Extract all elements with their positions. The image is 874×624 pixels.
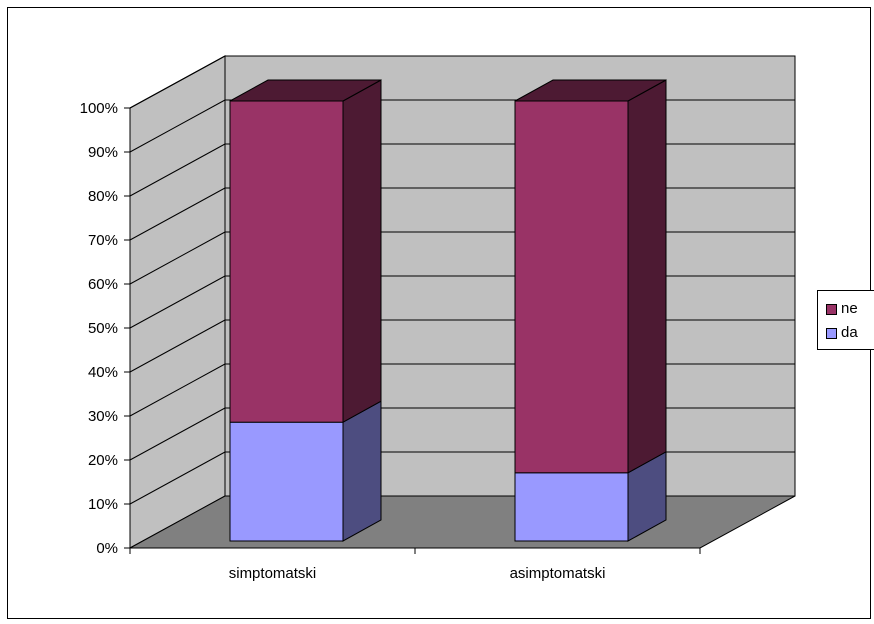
- bar-side-asimptomatski-ne: [627, 79, 667, 474]
- gridline-side: [129, 363, 226, 417]
- x-category-label-simptomatski: simptomatski: [229, 565, 317, 582]
- y-tick-label: 0%: [96, 540, 118, 557]
- legend-swatch-ne: [826, 303, 837, 315]
- gridline-side: [129, 187, 226, 241]
- chart-legend: ne da: [817, 290, 874, 350]
- y-tick-label: 20%: [88, 452, 118, 469]
- legend-item-da: da: [826, 324, 858, 342]
- y-tick-label: 40%: [88, 364, 118, 381]
- gridline-side: [129, 319, 226, 373]
- legend-label-ne: ne: [841, 300, 858, 317]
- bar-top-simptomatski: [229, 79, 382, 102]
- legend-item-ne: ne: [826, 300, 858, 318]
- legend-swatch-da: [826, 327, 837, 339]
- bar-top-asimptomatski: [514, 79, 667, 102]
- y-tick-label: 50%: [88, 320, 118, 337]
- bar-asimptomatski-da: [514, 472, 629, 542]
- bar-asimptomatski-ne: [514, 100, 629, 474]
- y-tick-label: 70%: [88, 232, 118, 249]
- bar-simptomatski-da: [229, 421, 344, 542]
- gridline-side: [129, 275, 226, 329]
- y-tick-label: 10%: [88, 496, 118, 513]
- gridline-side: [129, 143, 226, 197]
- bar-side-simptomatski-ne: [342, 79, 382, 424]
- bar-side-simptomatski-da: [342, 400, 382, 542]
- y-tick-label: 90%: [88, 144, 118, 161]
- y-tick-label: 80%: [88, 188, 118, 205]
- y-tick-label: 100%: [80, 100, 118, 117]
- gridline-side: [129, 407, 226, 461]
- gridline-side: [129, 231, 226, 285]
- y-tick-label: 60%: [88, 276, 118, 293]
- bar-simptomatski-ne: [229, 100, 344, 423]
- gridline-side: [129, 55, 226, 109]
- y-tick-label: 30%: [88, 408, 118, 425]
- gridline-side: [129, 99, 226, 153]
- x-category-label-asimptomatski: asimptomatski: [510, 565, 606, 582]
- gridline-side: [129, 451, 226, 505]
- legend-label-da: da: [841, 324, 858, 341]
